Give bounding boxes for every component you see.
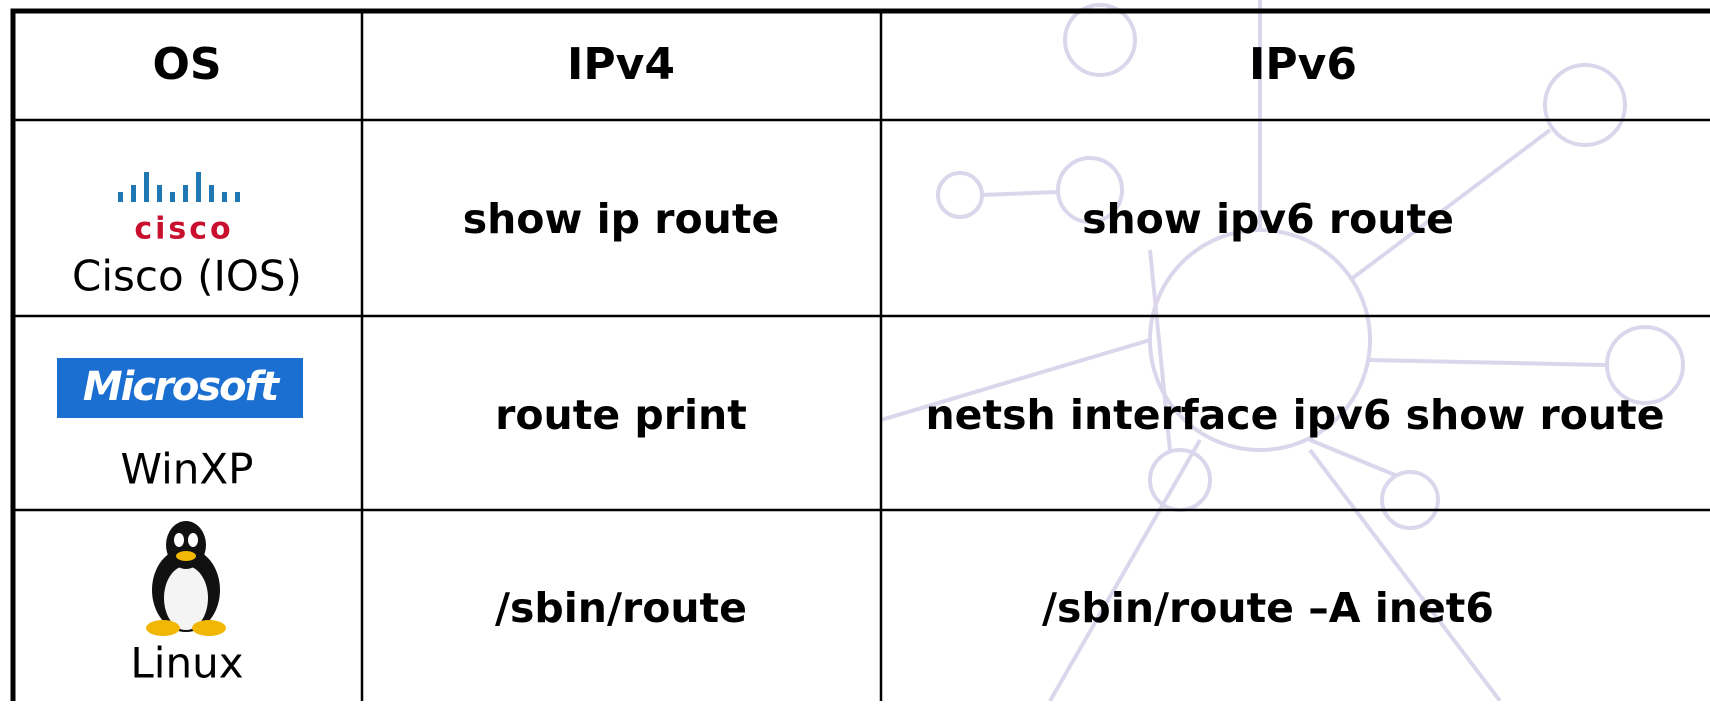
command: /sbin/route bbox=[495, 584, 747, 632]
microsoft-logo-text: Microsoft bbox=[83, 364, 281, 410]
os-name: Linux bbox=[130, 639, 243, 688]
os-name: Cisco (IOS) bbox=[72, 252, 302, 301]
command: /sbin/route –A inet6 bbox=[1042, 584, 1494, 632]
cisco-logo: cisco bbox=[118, 172, 240, 247]
command: show ip route bbox=[463, 195, 780, 243]
header-cell: OS bbox=[152, 39, 221, 90]
linux-logo bbox=[146, 521, 226, 636]
os-name: WinXP bbox=[121, 445, 254, 494]
command: netsh interface ipv6 show route bbox=[925, 391, 1664, 439]
header-cell: IPv6 bbox=[1249, 39, 1357, 90]
table-grid bbox=[10, 8, 1710, 701]
cisco-logo-text: cisco bbox=[134, 212, 233, 247]
command: route print bbox=[495, 391, 747, 439]
background-pattern bbox=[880, 0, 1685, 703]
header-cell: IPv4 bbox=[567, 39, 675, 90]
microsoft-logo: Microsoft bbox=[57, 358, 303, 418]
command: show ipv6 route bbox=[1082, 195, 1454, 243]
